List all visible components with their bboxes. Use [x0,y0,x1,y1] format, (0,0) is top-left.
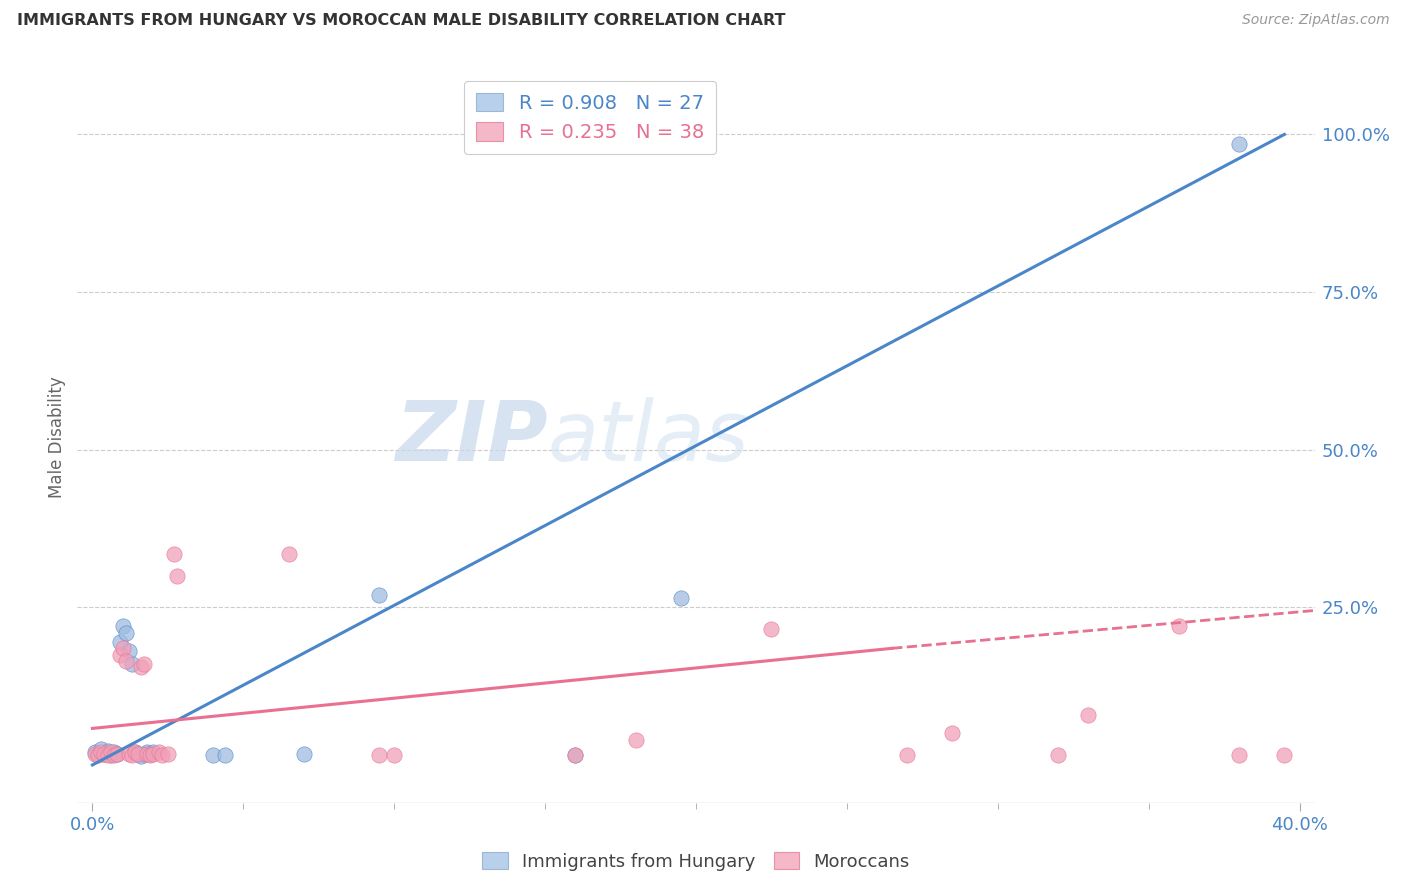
Text: ZIP: ZIP [395,397,547,477]
Text: IMMIGRANTS FROM HUNGARY VS MOROCCAN MALE DISABILITY CORRELATION CHART: IMMIGRANTS FROM HUNGARY VS MOROCCAN MALE… [17,13,786,29]
Y-axis label: Male Disability: Male Disability [48,376,66,498]
Text: atlas: atlas [547,397,749,477]
Legend: Immigrants from Hungary, Moroccans: Immigrants from Hungary, Moroccans [475,845,917,878]
Text: Source: ZipAtlas.com: Source: ZipAtlas.com [1241,13,1389,28]
